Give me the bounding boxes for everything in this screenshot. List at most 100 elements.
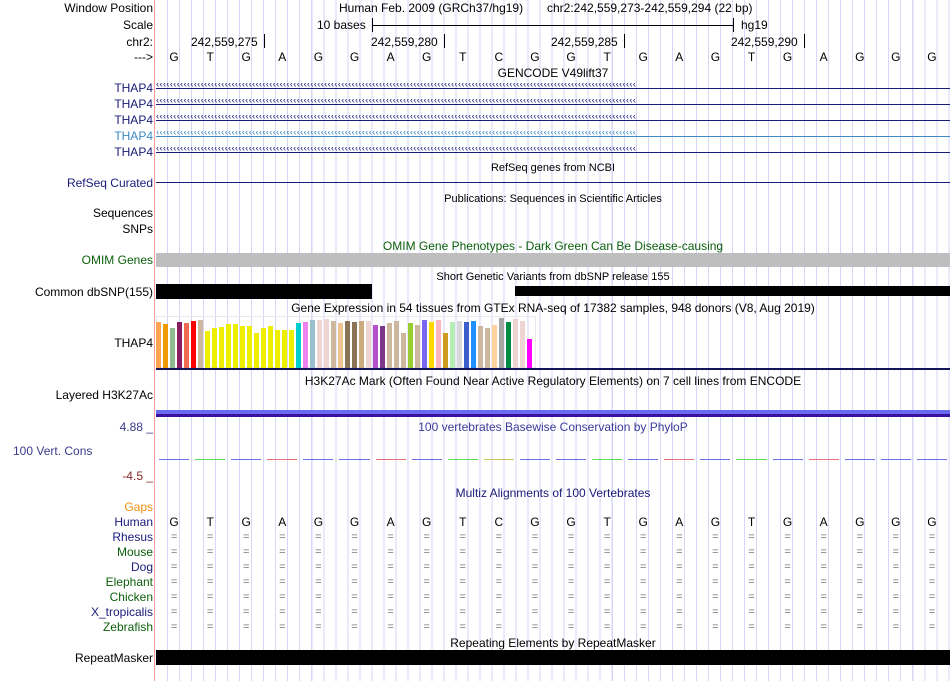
gtex-tissue-bar[interactable] [331,320,336,368]
gtex-tissue-bar[interactable] [324,318,329,368]
gtex-tissue-bar[interactable] [289,329,294,368]
gtex-label[interactable]: THAP4 [114,336,153,350]
gtex-tissue-bar[interactable] [366,320,371,368]
gene-feature[interactable]: ‹‹‹‹‹‹‹‹‹‹‹‹‹‹‹‹‹‹‹‹‹‹‹‹‹‹‹‹‹‹‹‹‹‹‹‹‹‹‹‹… [156,131,950,141]
gtex-tissue-bar[interactable] [429,321,434,368]
gene-label[interactable]: THAP4 [114,145,153,159]
species-label[interactable]: Human [114,515,153,529]
phylop-title[interactable]: 100 vertebrates Basewise Conservation by… [418,420,688,434]
gtex-tissue-bar[interactable] [499,318,504,368]
gtex-tissue-bar[interactable] [191,320,196,368]
gtex-tissue-bar[interactable] [380,325,385,368]
gene-label[interactable]: THAP4 [114,97,153,111]
refseq-gene-line[interactable] [156,182,950,183]
publications-label-snps[interactable]: SNPs [122,222,153,236]
repeatmasker-element[interactable] [156,650,950,665]
gtex-tissue-bar[interactable] [359,320,364,368]
gtex-tissue-bar[interactable] [513,318,518,368]
position-readout: chr2:242,559,273-242,559,294 (22 bp) [547,1,753,15]
gtex-tissue-bar[interactable] [415,324,420,368]
gtex-tissue-bar[interactable] [205,330,210,368]
dbsnp-title[interactable]: Short Genetic Variants from dbSNP releas… [436,271,670,283]
gencode-title[interactable]: GENCODE V49lift37 [497,66,609,80]
gtex-tissue-bar[interactable] [254,332,259,368]
gtex-tissue-bar[interactable] [247,325,252,368]
dbsnp-variant[interactable] [156,284,372,299]
repeatmasker-title[interactable]: Repeating Elements by RepeatMasker [450,636,656,650]
gtex-tissue-bar[interactable] [268,325,273,368]
gaps-label[interactable]: Gaps [124,500,153,514]
species-label[interactable]: Chicken [109,590,153,604]
dbsnp-label[interactable]: Common dbSNP(155) [34,285,153,299]
multiz-title[interactable]: Multiz Alignments of 100 Vertebrates [455,486,651,500]
gtex-tissue-bar[interactable] [296,322,301,368]
gtex-tissue-bar[interactable] [184,322,189,368]
gtex-tissue-bar[interactable] [170,327,175,368]
gtex-tissue-bar[interactable] [422,319,427,368]
species-label[interactable]: Elephant [105,575,153,589]
gtex-tissue-bar[interactable] [310,319,315,368]
refseq-title[interactable]: RefSeq genes from NCBI [490,162,616,174]
gtex-tissue-bar[interactable] [275,329,280,368]
gtex-tissue-bar[interactable] [233,323,238,368]
gtex-tissue-bar[interactable] [261,327,266,368]
phylop-label[interactable]: 100 Vert. Cons [13,444,93,458]
species-label[interactable]: Mouse [116,545,153,559]
publications-label[interactable]: Sequences [92,206,153,220]
gtex-tissue-bar[interactable] [303,321,308,368]
species-label[interactable]: Dog [130,560,153,574]
species-label[interactable]: Zebrafish [102,620,153,634]
gtex-tissue-bar[interactable] [471,320,476,368]
gtex-tissue-bar[interactable] [394,320,399,368]
gene-feature[interactable]: ‹‹‹‹‹‹‹‹‹‹‹‹‹‹‹‹‹‹‹‹‹‹‹‹‹‹‹‹‹‹‹‹‹‹‹‹‹‹‹‹… [156,99,950,109]
gtex-tissue-bar[interactable] [317,319,322,368]
gtex-tissue-bar[interactable] [156,321,161,368]
publications-title[interactable]: Publications: Sequences in Scientific Ar… [444,193,662,205]
gtex-tissue-bar[interactable] [520,320,525,368]
dbsnp-variant[interactable] [515,286,950,296]
gene-feature[interactable]: ‹‹‹‹‹‹‹‹‹‹‹‹‹‹‹‹‹‹‹‹‹‹‹‹‹‹‹‹‹‹‹‹‹‹‹‹‹‹‹‹… [156,115,950,125]
gtex-tissue-bar[interactable] [198,319,203,368]
repeatmasker-label[interactable]: RepeatMasker [74,651,153,665]
gtex-tissue-bar[interactable] [240,325,245,368]
gene-feature[interactable]: ‹‹‹‹‹‹‹‹‹‹‹‹‹‹‹‹‹‹‹‹‹‹‹‹‹‹‹‹‹‹‹‹‹‹‹‹‹‹‹‹… [156,83,950,93]
gtex-tissue-bar[interactable] [485,327,490,368]
species-label[interactable]: X_tropicalis [90,605,153,619]
h3k27ac-title[interactable]: H3K27Ac Mark (Often Found Near Active Re… [304,374,802,388]
gtex-tissue-bar[interactable] [464,321,469,368]
gtex-tissue-bar[interactable] [457,320,462,368]
omim-gene-bar[interactable] [156,253,950,267]
gtex-tissue-bar[interactable] [338,322,343,368]
alignment-match: = [387,621,394,633]
gene-label[interactable]: THAP4 [114,113,153,127]
gtex-tissue-bar[interactable] [163,323,168,368]
gene-feature[interactable]: ‹‹‹‹‹‹‹‹‹‹‹‹‹‹‹‹‹‹‹‹‹‹‹‹‹‹‹‹‹‹‹‹‹‹‹‹‹‹‹‹… [156,147,950,157]
gtex-tissue-bar[interactable] [408,322,413,368]
gtex-tissue-bar[interactable] [492,324,497,368]
gene-label[interactable]: THAP4 [114,129,153,143]
species-label[interactable]: Rhesus [112,530,153,544]
gtex-tissue-bar[interactable] [219,326,224,368]
gtex-tissue-bar[interactable] [401,332,406,368]
gtex-title[interactable]: Gene Expression in 54 tissues from GTEx … [291,301,815,315]
gtex-tissue-bar[interactable] [177,321,182,368]
gtex-tissue-bar[interactable] [212,327,217,368]
gtex-tissue-bar[interactable] [436,319,441,368]
gtex-tissue-bar[interactable] [506,321,511,368]
h3k27ac-label[interactable]: Layered H3K27Ac [55,388,153,402]
gtex-tissue-bar[interactable] [478,325,483,368]
gtex-tissue-bar[interactable] [282,329,287,368]
gtex-tissue-bar[interactable] [373,324,378,368]
refseq-label[interactable]: RefSeq Curated [66,176,153,190]
gtex-tissue-bar[interactable] [345,320,350,368]
gtex-tissue-bar[interactable] [527,339,532,368]
gtex-tissue-bar[interactable] [443,332,448,368]
gtex-tissue-bar[interactable] [387,322,392,368]
omim-label[interactable]: OMIM Genes [81,253,153,267]
omim-title[interactable]: OMIM Gene Phenotypes - Dark Green Can Be… [382,239,724,253]
gtex-tissue-bar[interactable] [226,323,231,368]
gene-label[interactable]: THAP4 [114,81,153,95]
gtex-tissue-bar[interactable] [450,321,455,368]
gtex-tissue-bar[interactable] [352,321,357,368]
